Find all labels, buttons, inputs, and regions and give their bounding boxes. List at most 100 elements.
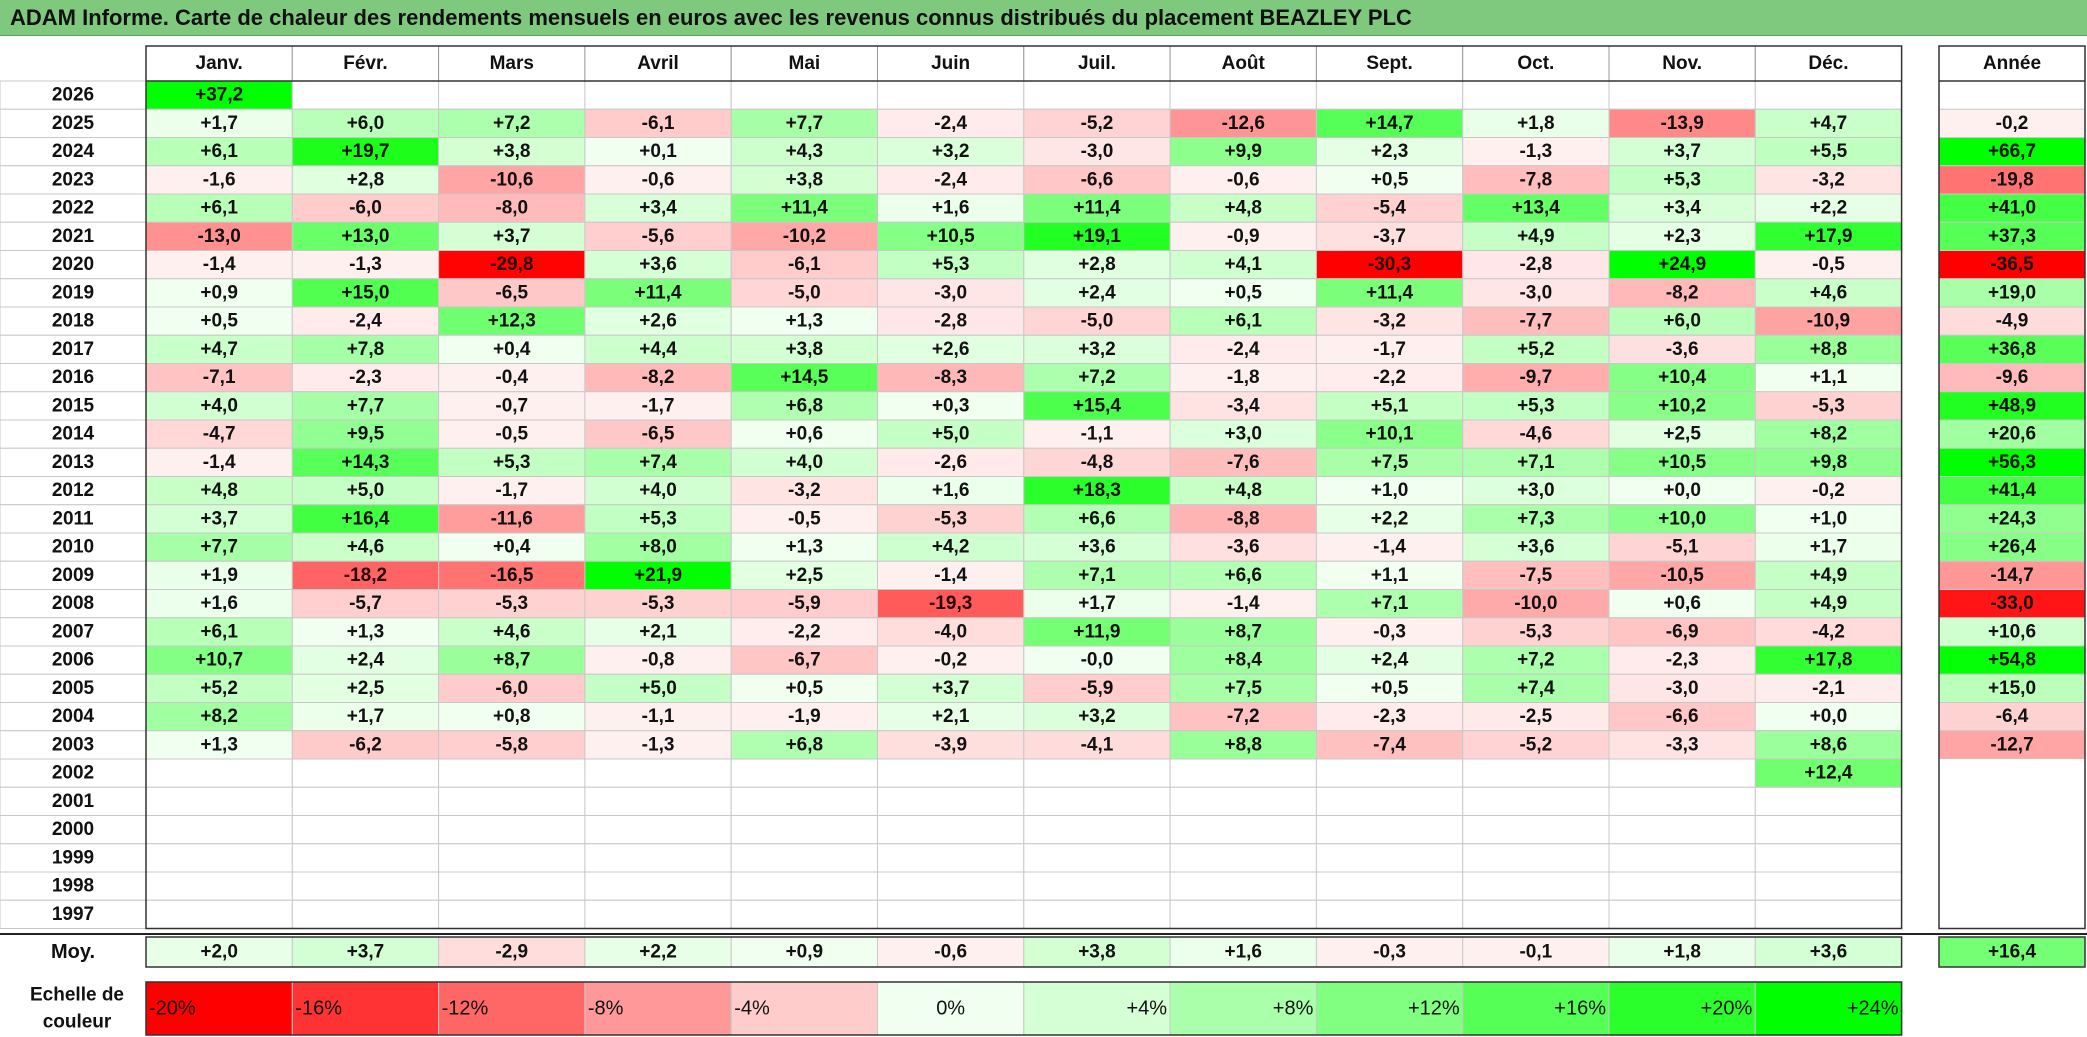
cell-value: +3,4 [1663,198,1701,219]
heatmap-cell [291,306,440,336]
heatmap-cell [145,843,293,873]
average-cell [1608,936,1756,968]
cell-value: -1,4 [203,452,236,473]
scale-stop-label: +16% [1554,998,1606,1020]
scale-swatch [291,981,440,1036]
cell-value: -7,7 [1519,311,1552,332]
cell-value: -13,0 [197,226,240,247]
average-cell [1462,936,1610,968]
heatmap-cell [291,786,440,816]
heatmap-cell [291,447,440,477]
cell-value: -3,2 [788,480,821,501]
scale-swatch [877,981,1025,1036]
year-cell [0,843,147,873]
heatmap-cell [438,899,586,929]
scale-swatch [1608,981,1756,1036]
heatmap-cell [1754,702,1903,732]
heatmap-cell [1608,532,1756,562]
cell-value: +1,9 [200,565,238,586]
cell-value: +10,1 [1366,424,1415,445]
cell-value: -4,6 [1519,424,1552,445]
heatmap-cell [1315,815,1464,845]
cell-value: +7,3 [1517,508,1555,529]
cell-value: -5,1 [1666,537,1699,558]
scale-border [145,981,1903,1036]
cell-value: +0,5 [1371,678,1409,699]
heatmap-cell [1023,193,1171,223]
cell-value: +17,9 [1804,226,1852,247]
cell-value: +5,3 [639,508,677,529]
heatmap-cell [1023,899,1171,929]
heatmap-cell [1754,843,1903,873]
cell-value: -5,3 [934,508,967,529]
heatmap-cell [1315,504,1464,534]
annual-value: +19,0 [1988,282,2036,303]
cell-value: +6,8 [786,734,824,755]
heatmap-cell [1169,702,1317,732]
heatmap-cell [438,108,586,138]
heatmap-cell [1023,278,1171,308]
average-value: -0,6 [934,942,967,963]
average-annual-cell [1938,936,2086,968]
year-label: 2006 [52,650,94,671]
heatmap-cell [877,645,1025,675]
cell-value: +1,1 [1371,565,1409,586]
average-label-cell [0,937,146,967]
heatmap-cell [291,645,440,675]
cell-value: -6,6 [1081,169,1114,190]
annual-value: +36,8 [1988,339,2036,360]
cell-value: -1,8 [1227,367,1260,388]
cell-value: +11,4 [781,198,828,219]
year-cell [0,334,147,364]
cell-value: +4,6 [347,537,385,558]
cell-value: +1,6 [200,593,238,614]
cell-value: -0,2 [1812,480,1845,501]
heatmap-cell [730,786,879,816]
heatmap-cell [1754,476,1903,506]
cell-value: -10,2 [783,226,826,247]
cell-value: +11,4 [1073,198,1120,219]
heatmap-cell [584,419,732,449]
cell-value: -4,1 [1081,734,1114,755]
heatmap-cell [584,165,732,195]
heatmap-cell [145,815,293,845]
heatmap-cell [1462,306,1610,336]
cell-value: +13,0 [341,226,389,247]
cell-value: +1,7 [347,706,385,727]
cell-value: -0,6 [642,169,675,190]
cell-value: -3,9 [934,734,967,755]
cell-value: +11,4 [635,282,682,303]
heatmap-cell [730,871,879,901]
heatmap-cell [730,899,879,929]
heatmap-cell [1462,419,1610,449]
year-label: 1997 [52,904,94,925]
heatmap-cell [1462,815,1610,845]
average-value: +2,2 [639,942,677,963]
cell-value: +7,1 [1371,593,1409,614]
cell-value: +4,6 [493,621,531,642]
scale-stop-label: -16% [295,998,342,1020]
annual-header-cell [1938,45,2086,82]
cell-value: -5,9 [1081,678,1114,699]
heatmap-cell [1754,193,1903,223]
cell-value: -5,8 [495,734,528,755]
heatmap-cell [1754,504,1903,534]
cell-value: -1,4 [934,565,967,586]
cell-value: +11,4 [1366,282,1413,303]
average-label: Moy. [51,941,95,963]
heatmap-cell [584,447,732,477]
cell-value: -1,1 [642,706,675,727]
cell-value: +1,6 [932,480,970,501]
heatmap-cell [438,560,586,590]
cell-value: +1,6 [932,198,970,219]
cell-value: +6,6 [1078,508,1116,529]
annual-value: +24,3 [1988,508,2036,529]
heatmap-cell [1023,80,1171,110]
cell-value: +0,5 [1224,282,1262,303]
cell-value: +2,8 [347,169,385,190]
cell-value: +9,5 [347,424,385,445]
heatmap-cell [145,504,293,534]
heatmap-cell [584,306,732,336]
heatmap-cell [730,334,879,364]
heatmap-cell [1462,871,1610,901]
